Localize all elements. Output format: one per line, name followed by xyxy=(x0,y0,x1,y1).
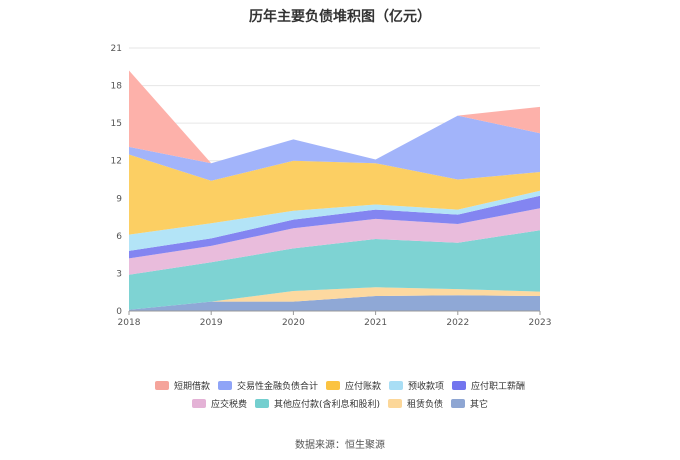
legend-label: 短期借款 xyxy=(173,381,210,392)
legend-swatch xyxy=(217,380,232,390)
data-source: 数据来源：恒生聚源 xyxy=(295,440,385,451)
area-series xyxy=(129,70,540,311)
legend-item[interactable]: 应交税费 xyxy=(191,397,247,410)
legend-label: 预收款项 xyxy=(408,381,445,392)
x-tick-label: 2021 xyxy=(364,318,387,328)
x-tick-label: 2020 xyxy=(282,318,305,328)
x-tick-label: 2023 xyxy=(529,318,552,328)
y-tick-label: 3 xyxy=(116,269,122,279)
legend-label: 交易性金融负债合计 xyxy=(236,381,318,392)
legend-item[interactable]: 其他应付款(含利息和股利) xyxy=(254,397,380,410)
area-series-应付职工薪酬 xyxy=(129,195,540,259)
legend-swatch xyxy=(452,380,467,390)
legend-item[interactable]: 租赁负债 xyxy=(388,397,443,410)
legend-label: 租赁负债 xyxy=(407,399,444,410)
x-tick-label: 2022 xyxy=(446,318,469,328)
legend-label: 其他应付款(含利息和股利) xyxy=(273,399,380,410)
area-series-租赁负债 xyxy=(129,287,540,310)
area-series-应交税费 xyxy=(129,208,540,275)
legend-item[interactable]: 短期借款 xyxy=(154,379,210,392)
y-tick-label: 6 xyxy=(116,232,122,242)
legend-item[interactable]: 应付账款 xyxy=(325,379,381,392)
y-tick-label: 21 xyxy=(111,44,122,54)
legend-swatch xyxy=(154,380,169,390)
legend-label: 应付职工薪酬 xyxy=(471,381,526,392)
legend-row: 应交税费 其他应付款(含利息和股利) 租赁负债 其它 xyxy=(60,394,620,412)
y-tick-label: 9 xyxy=(116,194,122,204)
legend-swatch xyxy=(325,380,340,390)
legend: 短期借款 交易性金融负债合计 应付账款 预收款项 应付职工薪酬应交税费 其他应付款(含利息… xyxy=(60,376,620,412)
legend-row: 短期借款 交易性金融负债合计 应付账款 预收款项 应付职工薪酬 xyxy=(60,376,620,394)
legend-swatch xyxy=(254,398,269,408)
area-series-交易性金融负债合计 xyxy=(129,115,540,181)
area-series-应付账款 xyxy=(129,154,540,235)
x-axis: 2018 2019 2020 2021 2022 2023 xyxy=(118,310,552,328)
y-tick-label: 12 xyxy=(111,157,122,167)
y-tick-label: 18 xyxy=(111,82,123,92)
legend-swatch xyxy=(388,398,402,408)
area-series-短期借款 xyxy=(129,70,540,164)
legend-swatch xyxy=(389,380,403,390)
area-series-其它 xyxy=(129,295,540,311)
legend-item[interactable]: 交易性金融负债合计 xyxy=(217,379,318,392)
legend-item[interactable]: 预收款项 xyxy=(389,379,444,392)
legend-label: 应交税费 xyxy=(210,399,247,410)
x-tick-label: 2018 xyxy=(118,318,141,328)
legend-swatch xyxy=(451,398,466,408)
area-series-其他应付款(含利息和股利) xyxy=(129,230,540,310)
legend-label: 应付账款 xyxy=(344,381,381,392)
legend-item[interactable]: 应付职工薪酬 xyxy=(452,379,525,392)
stacked-area-chart: 0 3 6 9 12 15 18 21 2018 2019 2020 2021 2022 2023 xyxy=(111,44,552,328)
y-tick-label: 15 xyxy=(111,119,122,129)
y-axis: 0 3 6 9 12 15 18 21 xyxy=(111,44,123,317)
legend-swatch xyxy=(191,398,206,408)
chart-title: 历年主要负债堆积图（亿元） xyxy=(249,9,431,25)
y-tick-label: 0 xyxy=(116,307,122,317)
legend-label: 其它 xyxy=(470,399,489,410)
x-tick-label: 2019 xyxy=(200,318,223,328)
legend-item[interactable]: 其它 xyxy=(451,397,488,410)
